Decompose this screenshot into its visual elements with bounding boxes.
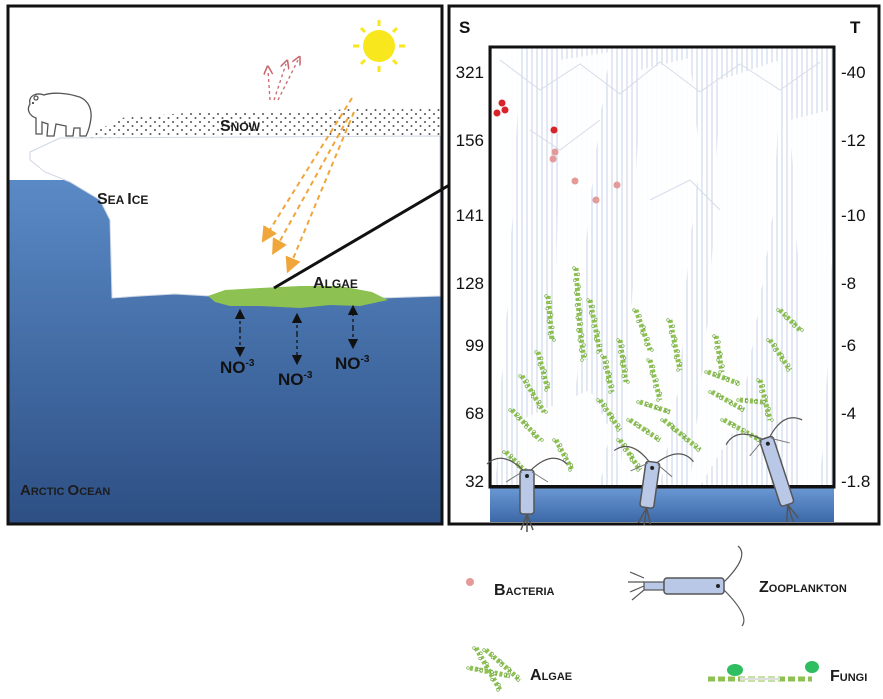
- legend-bacteria-icon: [466, 578, 474, 586]
- bacterium: [493, 109, 501, 117]
- nitrate-label-3: NO-3: [335, 354, 370, 373]
- algae-chain: [482, 648, 522, 682]
- algae-chain: [632, 308, 654, 352]
- algae-chain: [766, 338, 793, 372]
- zooplankton-3: [725, 417, 803, 522]
- algae-chain: [616, 338, 630, 384]
- right-panel: S T 321 156 141 128 99 68 32 -40 -12 -10 -8 -6 -4 -1…: [447, 4, 881, 532]
- algae-chain: [596, 398, 623, 432]
- bacterium: [498, 99, 506, 107]
- bacterium: [592, 196, 600, 204]
- ice-crystal-lines: [499, 59, 821, 211]
- snow-label: SNOW: [220, 118, 261, 135]
- bacterium: [571, 177, 579, 185]
- bacterium: [549, 155, 557, 163]
- left-tick-label: 32: [465, 472, 484, 491]
- sea-ice: [29, 135, 441, 302]
- bacterium: [551, 148, 559, 156]
- left-tick-label: 99: [465, 336, 484, 355]
- right-axis-title: T: [850, 18, 861, 37]
- algae-chain: [708, 389, 746, 413]
- sea-ice-label: SEA ICE: [97, 191, 148, 208]
- nitrate-arrows: [234, 304, 359, 366]
- legend-fungi-label: FUNGI: [830, 668, 867, 685]
- legend-fungi-icon: [708, 661, 819, 682]
- sun-icon: [353, 20, 405, 72]
- algae-chain: [756, 378, 774, 422]
- nitrate-label-1: NO-3: [220, 358, 255, 377]
- algae-layer: [208, 286, 388, 308]
- algae-chain: [576, 328, 587, 362]
- right-tick-label: -6: [841, 336, 856, 355]
- algae-chain: [704, 369, 741, 387]
- polar-bear-icon: [27, 92, 92, 137]
- zooplankton-group: [486, 417, 803, 532]
- algae-chain: [736, 397, 766, 405]
- left-tick-label: 156: [456, 131, 484, 150]
- bacteria-cluster: [493, 99, 621, 204]
- bacterium: [613, 181, 621, 189]
- algae-chain: [646, 358, 663, 402]
- legend-zooplankton-label: ZOOPLANKTON: [759, 579, 847, 596]
- left-tick-label: 321: [456, 63, 484, 82]
- left-panel: SNOW SEA ICE ALGAE ARCTIC OCEAN NO-3 NO-…: [6, 4, 444, 526]
- right-tick-label: -4: [841, 404, 856, 423]
- right-tick-label: -40: [841, 63, 866, 82]
- nitrate-label-2: NO-3: [278, 370, 313, 389]
- algae-chain: [660, 418, 702, 452]
- algae-chain: [616, 438, 643, 472]
- snow-layer: [85, 108, 440, 138]
- algae-chain: [586, 298, 603, 354]
- sunlight-arrows: [261, 97, 355, 274]
- algae-chain: [600, 354, 615, 394]
- algae-chain: [508, 408, 544, 442]
- algae-chains: [502, 266, 804, 472]
- right-axis-ticks: -40 -12 -10 -8 -6 -4 -1.8: [841, 63, 870, 491]
- brine-channel-overlay: [492, 48, 832, 486]
- left-tick-label: 68: [465, 404, 484, 423]
- legend-algae-icon: [466, 646, 522, 692]
- arctic-ocean-label: ARCTIC OCEAN: [20, 482, 110, 499]
- bacterium: [501, 106, 509, 114]
- legend-bacteria-label: BACTERIA: [494, 582, 555, 599]
- left-tick-label: 141: [456, 206, 484, 225]
- algae-chain: [544, 294, 556, 342]
- left-tick-label: 128: [456, 274, 484, 293]
- legend-algae-label: ALGAE: [530, 667, 572, 684]
- bacterium: [550, 126, 558, 134]
- zooplankton-2: [613, 445, 694, 526]
- zooplankton-1: [486, 457, 568, 532]
- algae-chain: [552, 438, 575, 472]
- right-tick-label: -8: [841, 274, 856, 293]
- algae-chain: [666, 318, 683, 372]
- right-tick-label: -12: [841, 131, 866, 150]
- legend-zooplankton-icon: [628, 545, 745, 627]
- algae-chain: [626, 417, 662, 443]
- algae-chain: [776, 308, 804, 332]
- right-tick-label: -10: [841, 206, 866, 225]
- left-axis-ticks: 321 156 141 128 99 68 32: [456, 63, 484, 491]
- algae-chain: [518, 374, 548, 414]
- right-tick-label: -1.8: [841, 472, 870, 491]
- algae-chain: [534, 350, 551, 392]
- algae-chain: [712, 334, 725, 374]
- algae-chain: [466, 665, 511, 679]
- algae-label: ALGAE: [313, 275, 358, 292]
- algae-chain: [636, 399, 671, 415]
- left-axis-title: S: [459, 18, 470, 37]
- reflected-light-arrows: [268, 60, 298, 101]
- legend: BACTERIA ZOOPLANKTON ALGAE FUNGI: [466, 545, 867, 692]
